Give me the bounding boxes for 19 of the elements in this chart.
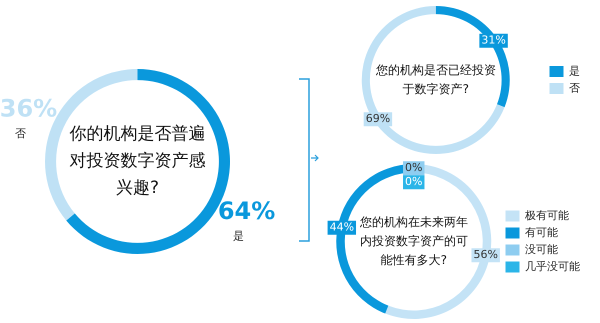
legend-label: 是 bbox=[569, 64, 580, 78]
data-label: 36% bbox=[0, 94, 58, 122]
legend-label: 有可能 bbox=[525, 226, 558, 239]
legend-label: 没可能 bbox=[525, 242, 558, 256]
slice-label: 是 bbox=[233, 230, 244, 243]
legend-label: 几乎没可能 bbox=[525, 260, 580, 273]
text: 0% bbox=[405, 175, 422, 188]
legend-label: 否 bbox=[569, 81, 580, 94]
data-label: 64% bbox=[218, 197, 276, 226]
slice-label: 否 bbox=[14, 127, 26, 140]
text: 0% bbox=[405, 161, 422, 174]
data-label: 31% bbox=[481, 34, 506, 47]
legend-label: 极有可能 bbox=[524, 208, 569, 222]
data-label: 56% bbox=[473, 248, 498, 262]
data-label: 44% bbox=[330, 220, 354, 234]
text: 你的机构是否普遍对投资数字资产感兴趣? bbox=[68, 122, 206, 200]
text: 您的机构在未来两年内投资数字资产的可能性有多大? bbox=[358, 214, 469, 270]
data-label: 69% bbox=[366, 112, 390, 126]
text: 您的机构是否已经投资于数字资产? bbox=[376, 62, 496, 98]
